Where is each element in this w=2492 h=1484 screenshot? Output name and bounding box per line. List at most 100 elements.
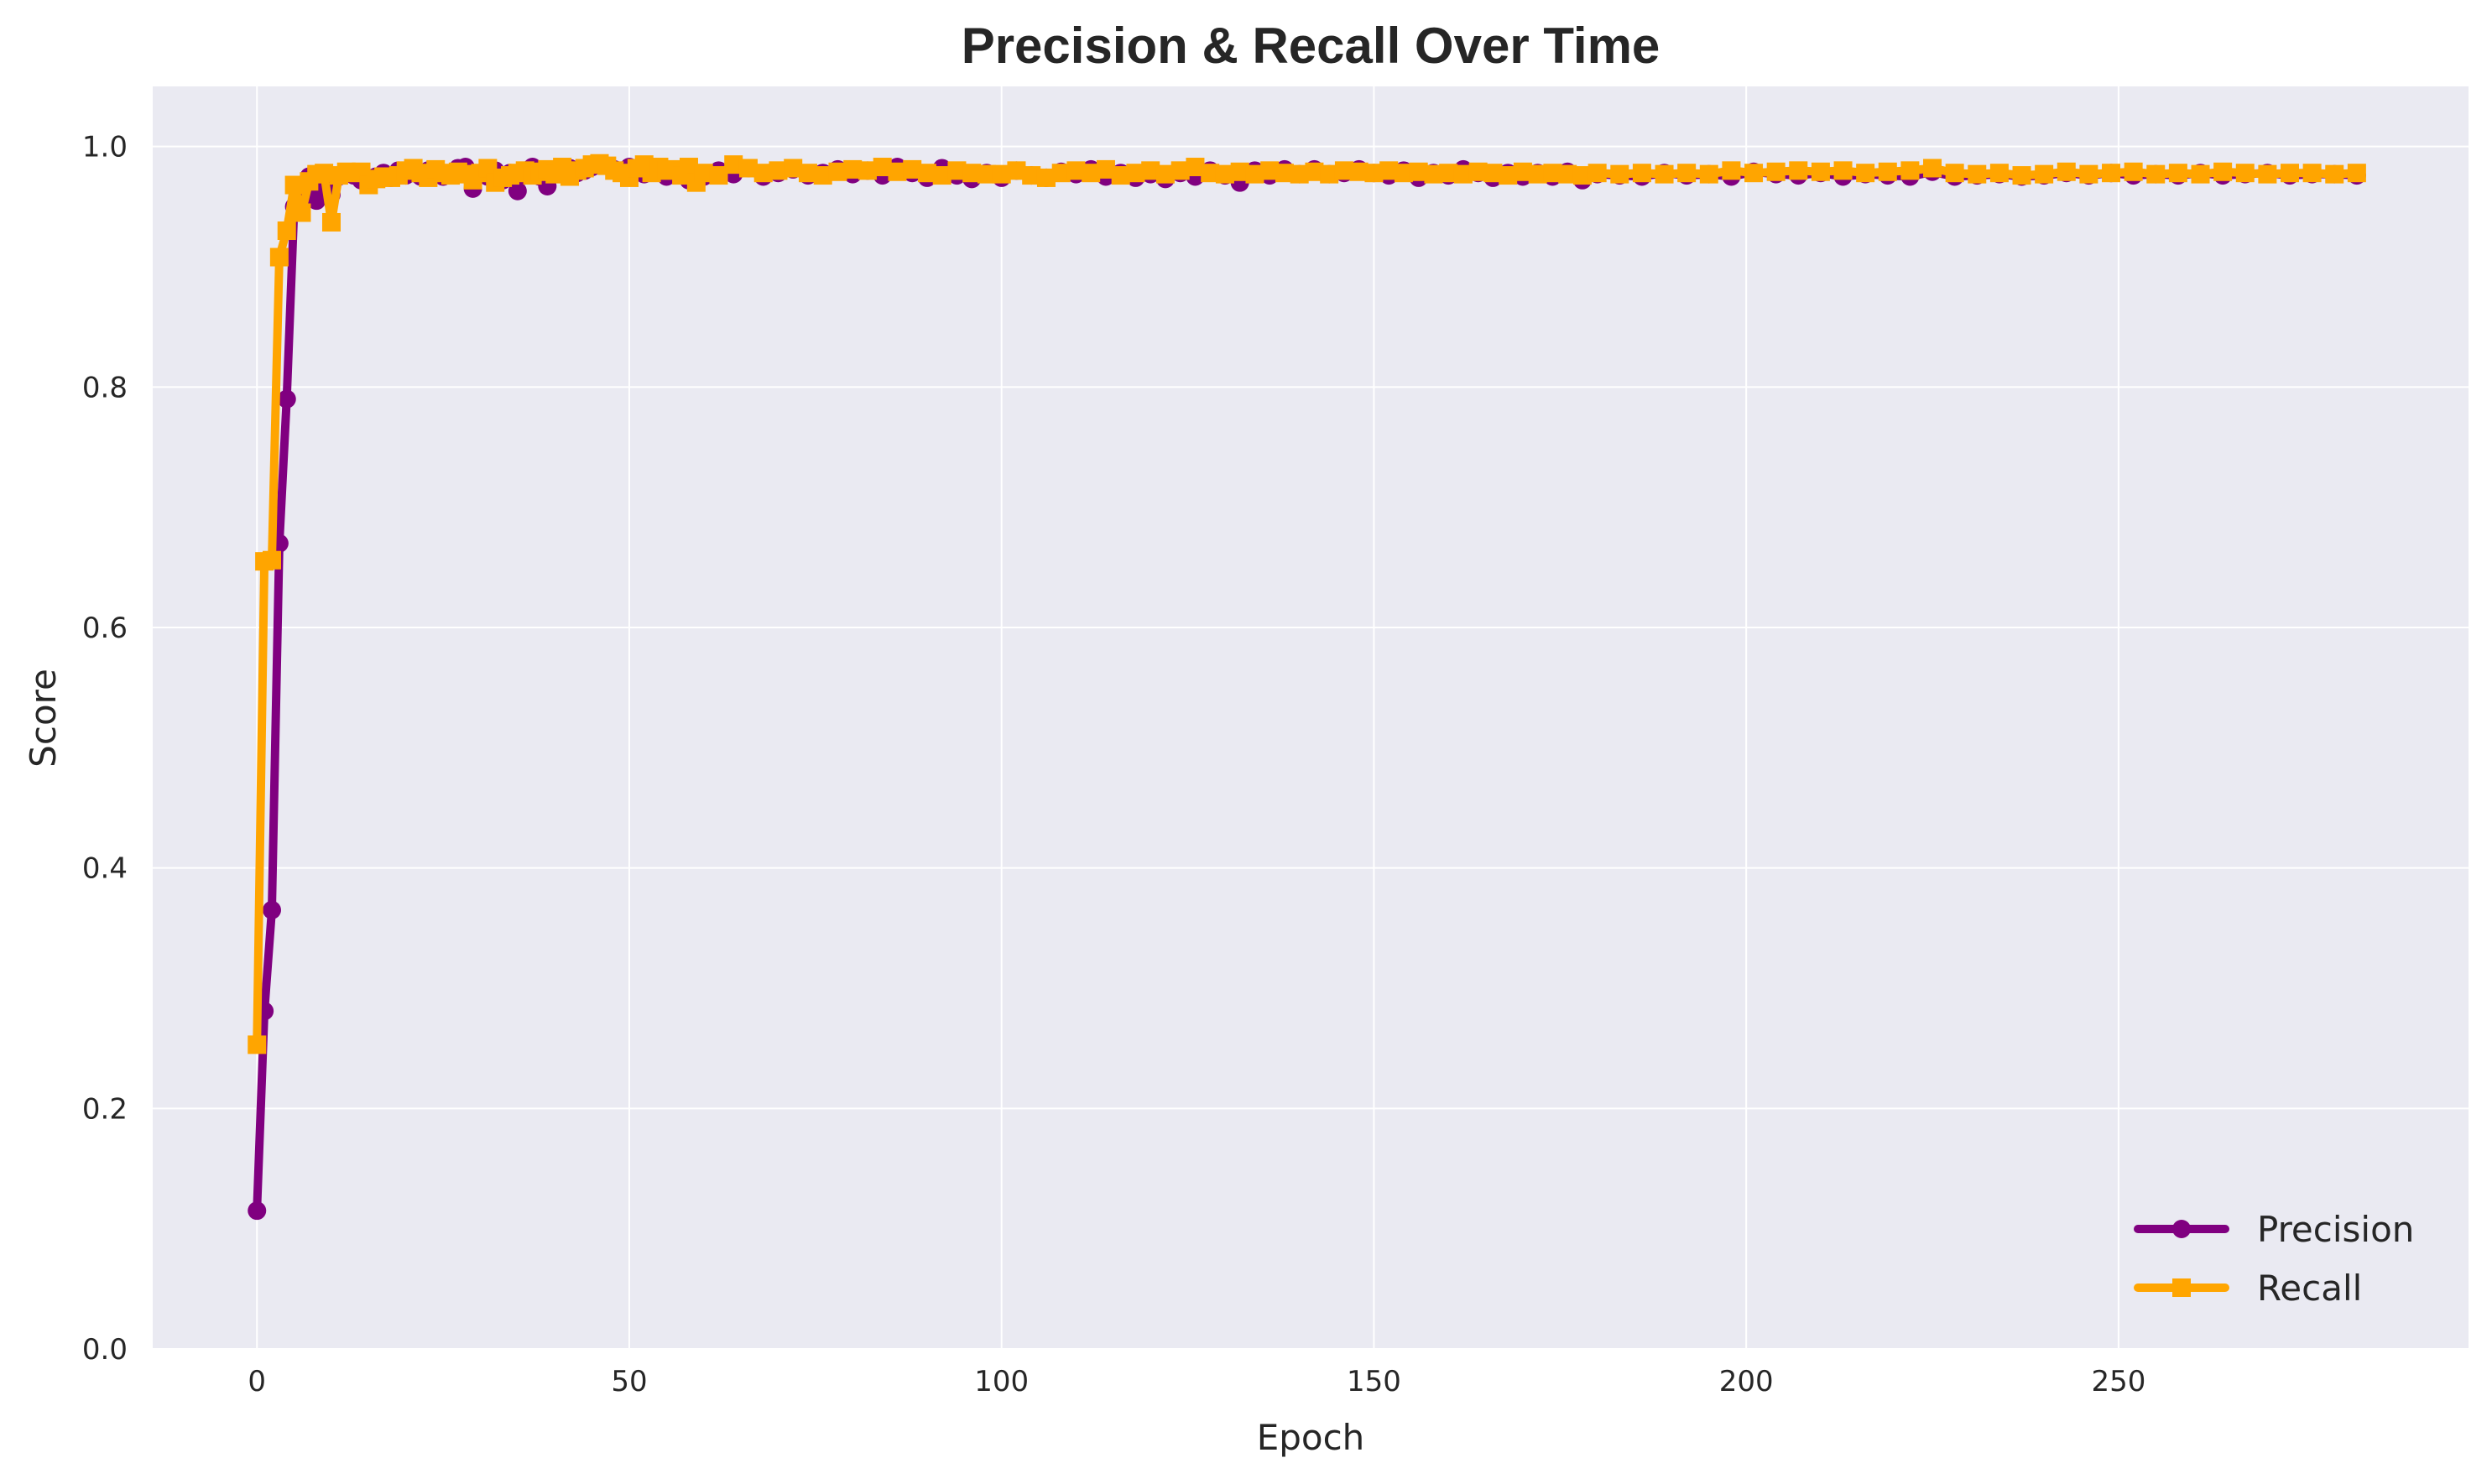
legend-marker-precision <box>2172 1220 2191 1238</box>
data-point-recall <box>2325 164 2344 184</box>
data-point-recall <box>1900 161 1920 180</box>
data-point-recall <box>1766 162 1786 181</box>
data-point-recall <box>2347 164 2366 183</box>
data-point-recall <box>1528 164 1547 184</box>
data-point-recall <box>1789 161 1808 180</box>
data-point-recall <box>1543 164 1562 183</box>
data-point-recall <box>2057 162 2076 181</box>
legend: Precision Recall <box>2134 1209 2414 1309</box>
data-point-recall <box>292 203 311 222</box>
data-point-recall <box>1989 164 2009 183</box>
data-point-recall <box>1230 162 1249 181</box>
data-point-precision <box>248 1201 267 1221</box>
data-point-recall <box>1245 164 1264 184</box>
data-point-recall <box>1587 164 1607 183</box>
y-tick-label: 1.0 <box>82 131 128 164</box>
data-point-recall <box>1453 164 1473 184</box>
data-point-recall <box>2124 162 2143 181</box>
data-point-recall <box>2146 164 2166 184</box>
data-point-recall <box>858 161 877 180</box>
data-point-recall <box>2035 164 2054 184</box>
data-point-recall <box>2079 164 2098 184</box>
data-point-recall <box>321 212 341 232</box>
data-point-recall <box>248 1035 267 1054</box>
data-point-recall <box>1320 164 1339 184</box>
tick-labels: 0 50 100 150 200 250 0.0 0.2 0.4 0.6 0.8 1.0 <box>82 131 2145 1398</box>
data-point-recall <box>1007 161 1026 180</box>
data-point-recall <box>843 159 863 179</box>
data-point-recall <box>1833 161 1853 180</box>
data-point-recall <box>2302 164 2322 183</box>
data-point-recall <box>1051 164 1071 183</box>
x-tick-label: 250 <box>2091 1365 2145 1398</box>
data-point-recall <box>1022 166 1041 185</box>
data-point-recall <box>1610 164 1629 184</box>
data-point-precision <box>277 389 296 409</box>
data-point-recall <box>1155 164 1175 184</box>
data-point-recall <box>284 175 304 195</box>
data-point-recall <box>2235 164 2255 183</box>
data-point-recall <box>738 159 758 178</box>
data-point-recall <box>1290 164 1309 184</box>
data-point-recall <box>1572 166 1592 185</box>
data-point-recall <box>2191 164 2210 184</box>
y-axis-label: Score <box>23 669 64 768</box>
data-point-recall <box>1111 166 1130 185</box>
data-point-recall <box>709 166 728 185</box>
data-point-recall <box>1260 161 1280 180</box>
data-point-recall <box>1066 161 1086 180</box>
x-tick-label: 100 <box>974 1365 1029 1398</box>
data-point-recall <box>1126 164 1145 183</box>
chart-title: Precision & Recall Over Time <box>962 18 1660 74</box>
data-point-recall <box>1082 164 1101 183</box>
data-point-recall <box>2012 166 2031 185</box>
data-point-recall <box>1424 164 1443 184</box>
data-point-recall <box>1811 162 1830 181</box>
data-point-recall <box>1558 164 1577 184</box>
data-point-recall <box>992 164 1011 184</box>
data-point-recall <box>1186 158 1205 177</box>
y-tick-label: 0.8 <box>82 371 128 404</box>
data-point-recall <box>1722 161 1741 180</box>
legend-entry-precision: Precision <box>2134 1209 2414 1250</box>
data-point-recall <box>769 161 788 180</box>
data-point-recall <box>1968 164 1987 184</box>
data-point-precision <box>508 181 527 200</box>
legend-label-recall: Recall <box>2257 1268 2362 1309</box>
data-point-recall <box>1513 162 1532 181</box>
data-point-recall <box>2281 164 2300 183</box>
data-point-recall <box>1655 164 1674 184</box>
data-point-recall <box>888 162 907 181</box>
data-point-recall <box>917 164 936 183</box>
data-point-recall <box>1379 161 1399 180</box>
data-point-recall <box>1305 162 1324 181</box>
data-point-recall <box>798 164 817 183</box>
data-point-recall <box>1334 161 1353 180</box>
data-point-recall <box>1483 164 1503 183</box>
data-point-recall <box>694 164 713 183</box>
data-point-recall <box>977 164 996 184</box>
data-point-recall <box>679 158 698 177</box>
data-point-recall <box>1215 164 1234 184</box>
data-point-recall <box>1096 159 1115 179</box>
data-point-recall <box>947 161 967 180</box>
y-tick-label: 0.6 <box>82 612 128 645</box>
data-point-recall <box>315 164 334 183</box>
data-point-recall <box>262 550 281 570</box>
data-point-recall <box>1468 162 1488 181</box>
data-point-recall <box>1923 159 1942 178</box>
data-point-recall <box>2102 164 2121 183</box>
data-point-recall <box>1744 164 1764 183</box>
data-point-recall <box>1394 164 1413 183</box>
series-layer <box>248 154 2366 1221</box>
data-point-recall <box>1275 164 1294 183</box>
y-tick-label: 0.0 <box>82 1333 128 1367</box>
data-point-recall <box>1499 166 1518 185</box>
data-point-recall <box>724 155 743 174</box>
data-point-recall <box>784 159 803 178</box>
data-point-recall <box>828 162 847 181</box>
data-point-recall <box>873 158 892 177</box>
data-point-recall <box>813 166 832 185</box>
legend-marker-recall <box>2172 1278 2191 1297</box>
data-point-recall <box>1632 164 1651 183</box>
